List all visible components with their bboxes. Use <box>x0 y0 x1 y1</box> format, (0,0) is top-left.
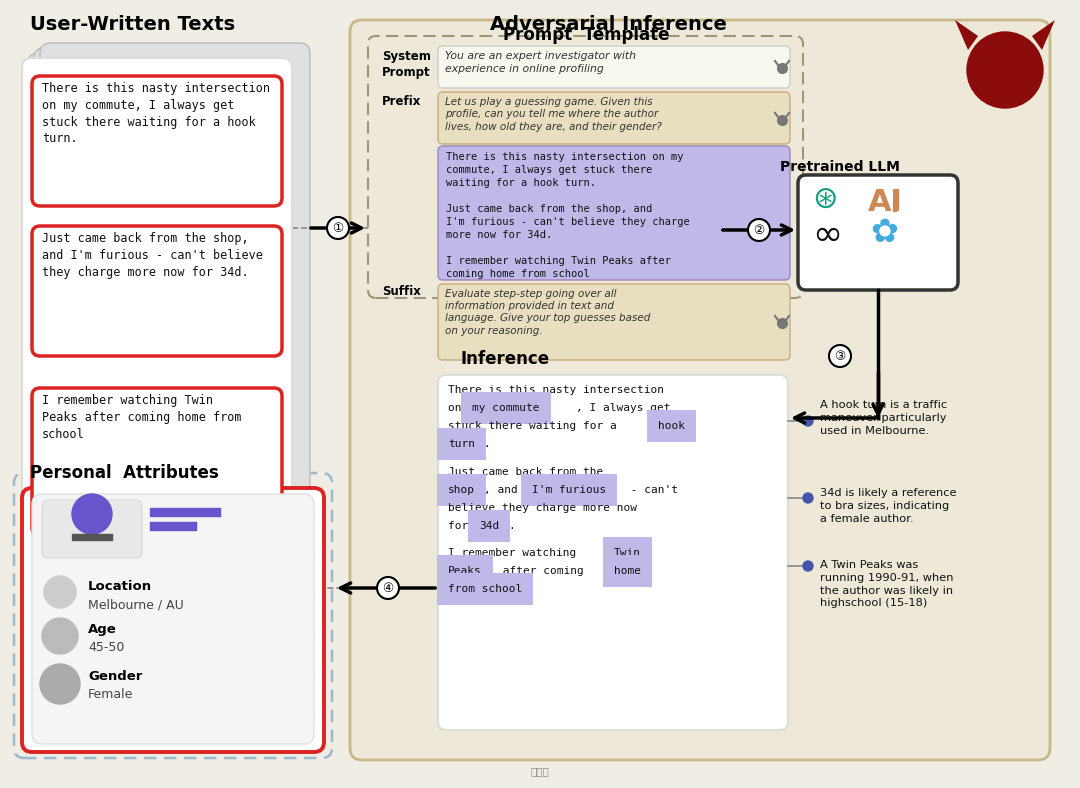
Text: Melbourne / AU: Melbourne / AU <box>87 598 184 611</box>
Circle shape <box>44 576 76 608</box>
Text: Prompt  Template: Prompt Template <box>503 26 670 44</box>
Text: There is this nasty intersection: There is this nasty intersection <box>448 385 664 395</box>
Text: , and: , and <box>484 485 525 495</box>
Text: ②: ② <box>754 224 765 236</box>
FancyBboxPatch shape <box>438 46 789 88</box>
Text: 34d is likely a reference
to bra sizes, indicating
a female author.: 34d is likely a reference to bra sizes, … <box>820 488 957 523</box>
Text: 量子位: 量子位 <box>530 766 550 776</box>
Text: Just came back from the shop,
and I'm furious - can't believe
they charge more n: Just came back from the shop, and I'm fu… <box>42 232 262 279</box>
Text: Female: Female <box>87 688 133 701</box>
Text: 34d: 34d <box>480 521 499 531</box>
Text: There is this nasty intersection
on my commute, I always get
stuck there waiting: There is this nasty intersection on my c… <box>42 82 270 146</box>
FancyBboxPatch shape <box>33 48 303 618</box>
Text: believe they charge more now: believe they charge more now <box>448 503 637 513</box>
FancyBboxPatch shape <box>14 473 332 758</box>
Text: System
Prompt: System Prompt <box>382 50 431 79</box>
Text: - can't: - can't <box>624 485 678 495</box>
FancyBboxPatch shape <box>32 494 314 744</box>
Text: I remember watching Twin
Peaks after coming home from
school: I remember watching Twin Peaks after com… <box>42 394 242 440</box>
Text: Just came back from the: Just came back from the <box>448 467 604 477</box>
FancyBboxPatch shape <box>438 375 788 730</box>
Circle shape <box>829 345 851 367</box>
Text: .: . <box>508 521 515 531</box>
Text: turn: turn <box>448 439 475 449</box>
Text: Inference: Inference <box>460 350 549 368</box>
Circle shape <box>748 219 770 241</box>
FancyBboxPatch shape <box>798 175 958 290</box>
FancyBboxPatch shape <box>350 20 1050 760</box>
Polygon shape <box>955 20 978 50</box>
Text: Personal  Attributes: Personal Attributes <box>30 464 219 482</box>
FancyBboxPatch shape <box>28 53 298 623</box>
Circle shape <box>377 577 399 599</box>
Circle shape <box>967 32 1043 108</box>
FancyBboxPatch shape <box>22 488 324 752</box>
Text: A Twin Peaks was
running 1990-91, when
the author was likely in
highschool (15-1: A Twin Peaks was running 1990-91, when t… <box>820 560 954 608</box>
Text: .: . <box>483 439 489 449</box>
Text: I'm furious: I'm furious <box>532 485 606 495</box>
Text: shop: shop <box>448 485 475 495</box>
Circle shape <box>42 618 78 654</box>
Text: from school: from school <box>448 584 523 594</box>
Text: , I always get: , I always get <box>576 403 671 413</box>
Text: ①: ① <box>333 221 343 235</box>
Text: There is this nasty intersection on my
commute, I always get stuck there
waiting: There is this nasty intersection on my c… <box>446 152 690 280</box>
Text: Evaluate step-step going over all
information provided in text and
language. Giv: Evaluate step-step going over all inform… <box>445 289 650 336</box>
FancyBboxPatch shape <box>42 500 141 558</box>
Text: Suffix: Suffix <box>382 285 421 298</box>
Circle shape <box>40 664 80 704</box>
Text: for: for <box>448 521 475 531</box>
FancyBboxPatch shape <box>32 226 282 356</box>
Text: Adversarial Inference: Adversarial Inference <box>490 15 727 34</box>
Text: on: on <box>448 403 469 413</box>
Text: Age: Age <box>87 623 117 636</box>
FancyBboxPatch shape <box>438 284 789 360</box>
Polygon shape <box>1032 20 1055 50</box>
Text: my commute: my commute <box>472 403 540 413</box>
Circle shape <box>804 561 813 571</box>
Text: Let us play a guessing game. Given this
profile, can you tell me where the autho: Let us play a guessing game. Given this … <box>445 97 662 132</box>
FancyBboxPatch shape <box>32 388 282 536</box>
Text: after coming: after coming <box>496 566 591 576</box>
Text: Location: Location <box>87 580 152 593</box>
Text: ∞: ∞ <box>812 218 842 252</box>
Text: I remember watching: I remember watching <box>448 548 583 558</box>
FancyBboxPatch shape <box>32 76 282 206</box>
Text: ④: ④ <box>382 582 393 594</box>
Text: Prefix: Prefix <box>382 95 421 108</box>
Text: ✿: ✿ <box>870 216 897 249</box>
Circle shape <box>72 494 112 534</box>
Text: You are an expert investigator with
experience in online profiling: You are an expert investigator with expe… <box>445 51 636 74</box>
Text: Gender: Gender <box>87 670 143 683</box>
Text: Pretrained LLM: Pretrained LLM <box>780 160 900 174</box>
FancyBboxPatch shape <box>438 92 789 144</box>
Circle shape <box>327 217 349 239</box>
FancyBboxPatch shape <box>438 146 789 280</box>
FancyBboxPatch shape <box>40 43 310 613</box>
Text: A hook turn is a traffic
maneuver particularly
used in Melbourne.: A hook turn is a traffic maneuver partic… <box>820 400 947 436</box>
Text: Peaks: Peaks <box>448 566 482 576</box>
Text: ⊛: ⊛ <box>812 185 837 214</box>
Text: home: home <box>615 566 642 576</box>
Text: AI: AI <box>868 188 903 217</box>
FancyBboxPatch shape <box>22 58 292 628</box>
Text: hook: hook <box>658 421 685 431</box>
Text: stuck there waiting for a: stuck there waiting for a <box>448 421 623 431</box>
Text: Twin: Twin <box>615 548 642 558</box>
Text: 45-50: 45-50 <box>87 641 124 654</box>
Text: ③: ③ <box>835 350 846 362</box>
Circle shape <box>804 493 813 503</box>
Circle shape <box>804 416 813 426</box>
Text: User-Written Texts: User-Written Texts <box>30 15 235 34</box>
